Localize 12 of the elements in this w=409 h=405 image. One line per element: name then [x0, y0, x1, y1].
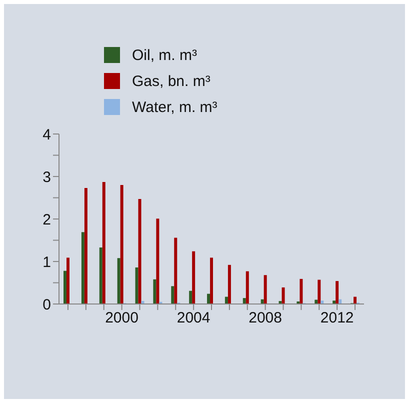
y-tick-label: 4 — [42, 126, 51, 144]
legend-label: Water, m. m³ — [132, 98, 218, 116]
x-tick-label: 2012 — [320, 310, 354, 327]
y-tick-label: 0 — [42, 296, 51, 314]
y-tick-label: 2 — [42, 211, 51, 228]
legend-label: Oil, m. m³ — [132, 46, 197, 64]
x-tick-label: 2004 — [176, 310, 210, 327]
y-tick-label: 3 — [42, 168, 51, 186]
x-tick-label: 2000 — [105, 310, 138, 327]
legend-label: Gas, bn. m³ — [132, 72, 210, 90]
y-tick-label: 1 — [42, 254, 51, 271]
x-tick-label: 2008 — [248, 310, 282, 327]
